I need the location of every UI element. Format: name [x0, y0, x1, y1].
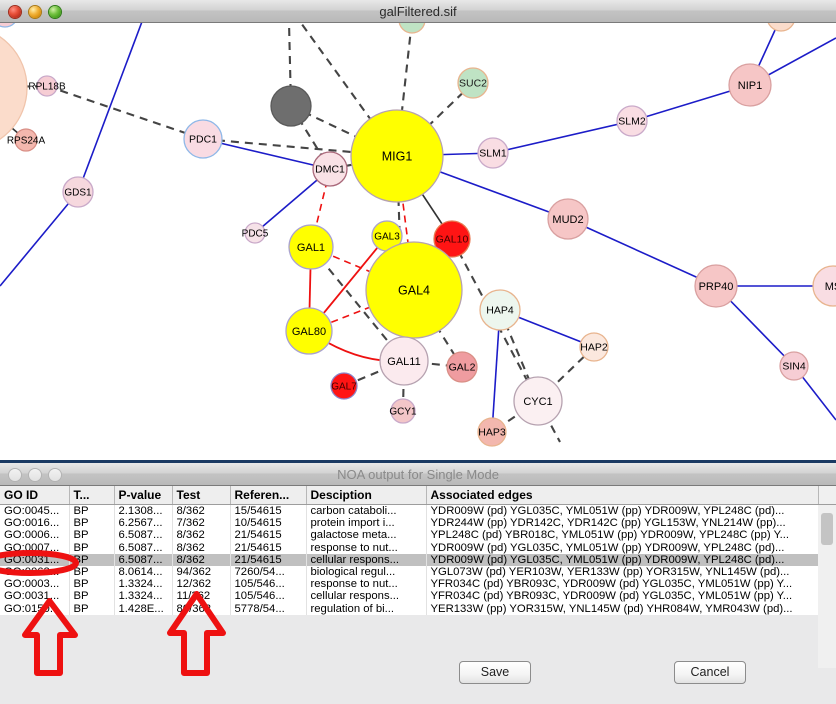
svg-text:PDC5: PDC5 — [242, 229, 269, 240]
svg-text:GAL80: GAL80 — [292, 326, 326, 338]
svg-text:GAL1: GAL1 — [297, 242, 325, 254]
svg-text:MS: MS — [825, 281, 836, 293]
svg-text:SUC2: SUC2 — [459, 78, 487, 90]
svg-text:SIN4: SIN4 — [782, 361, 806, 373]
svg-text:NIP1: NIP1 — [738, 80, 762, 92]
svg-text:HAP2: HAP2 — [580, 342, 608, 354]
svg-text:MUD2: MUD2 — [552, 214, 583, 226]
svg-text:GAL3: GAL3 — [374, 232, 400, 243]
svg-text:MIG1: MIG1 — [382, 149, 413, 163]
svg-text:HAP4: HAP4 — [486, 305, 514, 317]
svg-text:GAL2: GAL2 — [449, 362, 476, 374]
svg-text:SLM1: SLM1 — [479, 148, 507, 160]
svg-text:GDS1: GDS1 — [64, 188, 92, 199]
svg-text:RPS24A: RPS24A — [7, 136, 46, 147]
svg-text:PDC1: PDC1 — [189, 134, 217, 146]
svg-text:GAL7: GAL7 — [331, 382, 357, 393]
svg-text:GAL4: GAL4 — [398, 283, 430, 297]
svg-text:DMC1: DMC1 — [315, 164, 345, 176]
svg-text:CYC1: CYC1 — [523, 396, 552, 408]
svg-text:PRP40: PRP40 — [699, 281, 734, 293]
svg-text:GCY1: GCY1 — [389, 407, 417, 418]
svg-text:SLM2: SLM2 — [618, 116, 646, 128]
svg-text:HAP3: HAP3 — [478, 427, 506, 439]
svg-text:GAL10: GAL10 — [436, 234, 469, 246]
svg-text:RPL18B: RPL18B — [28, 82, 66, 93]
svg-text:GAL11: GAL11 — [387, 356, 420, 368]
